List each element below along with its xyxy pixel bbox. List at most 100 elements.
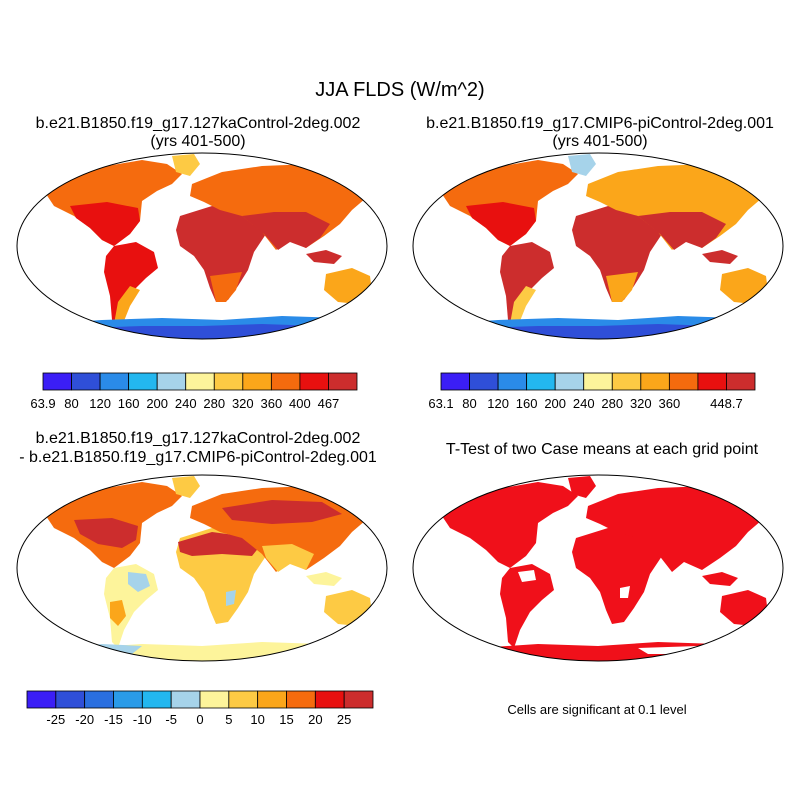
panel-3-sahara <box>178 532 260 556</box>
panel-1-colorbar-tick-label-1: 80 <box>64 396 78 411</box>
panel-3-colorbar-tick-label-3: -10 <box>133 712 152 727</box>
panel-2-colorbar-tick-label-6: 280 <box>601 396 623 411</box>
panel-2-colorbar-swatch-0 <box>440 372 470 391</box>
panel-2-colorbar-swatch-4 <box>554 372 585 391</box>
panel-2-colorbar-swatch-8 <box>668 372 699 391</box>
panel-3-south-america-blue <box>128 572 150 592</box>
panel-3: b.e21.B1850.f19_g17.127kaControl-2deg.00… <box>16 430 388 727</box>
panel-1-north-america-south <box>70 202 140 246</box>
panel-1-colorbar-swatch-5 <box>185 372 215 391</box>
panel-2-africa <box>572 206 662 302</box>
panel-1-colorbar-swatch-8 <box>270 372 301 391</box>
panel-2-colorbar-tick-label-2: 120 <box>487 396 509 411</box>
panel-3-colorbar-tick-label-6: 5 <box>225 712 232 727</box>
panel-1-colorbar-tick-label-6: 280 <box>203 396 225 411</box>
panel-4-insignificant-africa <box>620 586 630 598</box>
panel-3-colorbar-swatch-5 <box>170 690 201 709</box>
panel-3-central-asia <box>222 500 342 524</box>
panel-3-map <box>17 475 387 661</box>
panel-3-colorbar-tick-label-9: 20 <box>308 712 322 727</box>
panel-1-colorbar-tick-label-10: 467 <box>318 396 340 411</box>
panel-3-colorbar-tick-label-2: -15 <box>104 712 123 727</box>
panel-1-colorbar-tick-label-9: 400 <box>289 396 311 411</box>
panel-1-south-america-south <box>114 286 140 326</box>
panel-1-indonesia <box>306 250 342 264</box>
panel-2-colorbar-tick-label-7: 320 <box>630 396 652 411</box>
panel-3-indonesia <box>306 572 342 586</box>
panel-2-north-america-south <box>466 202 536 246</box>
panel-1-africa <box>176 206 266 302</box>
panel-2-colorbar-tick-label-1: 80 <box>462 396 476 411</box>
panel-3-globe-outline <box>16 474 388 662</box>
panel-2-colorbar-tick-label-4: 200 <box>544 396 566 411</box>
panel-2-colorbar-tick-label-8: 360 <box>659 396 681 411</box>
panel-1-colorbar-tick-label-2: 120 <box>89 396 111 411</box>
panel-2-colorbar-swatch-2 <box>497 372 528 391</box>
panel-4-eurasia <box>586 486 768 572</box>
panel-3-colorbar-tick-label-1: -20 <box>75 712 94 727</box>
panel-1-africa-south <box>210 272 242 302</box>
panel-3-greenland <box>172 476 200 498</box>
panel-1-colorbar-swatch-3 <box>128 372 158 391</box>
panel-4-footnote: Cells are significant at 0.1 level <box>507 702 686 717</box>
panel-1-colorbar-swatch-9 <box>299 372 329 391</box>
panel-1-colorbar-tick-label-8: 360 <box>261 396 283 411</box>
panel-4-north-america <box>438 482 578 568</box>
panel-1-map <box>17 153 387 339</box>
panel-3-colorbar-swatch-7 <box>228 690 259 709</box>
panel-2: b.e21.B1850.f19_g17.CMIP6-piControl-2deg… <box>412 115 784 411</box>
panel-4: T-Test of two Case means at each grid po… <box>412 441 784 717</box>
panel-1: b.e21.B1850.f19_g17.127kaControl-2deg.00… <box>16 115 388 411</box>
panel-1-colorbar-tick-label-7: 320 <box>232 396 254 411</box>
panel-3-colorbar-swatch-1 <box>55 690 86 709</box>
panel-2-africa-south <box>606 272 638 302</box>
panel-1-colorbar: 63.9 80 120 160 200 240 280 320 360 400 467 <box>30 372 358 411</box>
panel-2-globe-outline <box>412 152 784 340</box>
panel-2-colorbar: 63.1 80 120 160 200 240 280 320 360 448.7 <box>428 372 756 411</box>
panel-1-colorbar-swatch-7 <box>242 372 272 391</box>
panel-2-map <box>413 153 783 339</box>
panel-2-colorbar-tick-label-3: 160 <box>516 396 538 411</box>
panel-3-colorbar-tick-label-10: 25 <box>337 712 351 727</box>
panel-3-colorbar-swatch-3 <box>113 690 143 709</box>
panel-1-colorbar-tick-label-4: 200 <box>146 396 168 411</box>
panel-2-south-america-south <box>510 286 536 326</box>
panel-2-colorbar-swatch-1 <box>469 372 499 391</box>
panel-2-colorbar-tick-label-0: 63.1 <box>428 396 453 411</box>
panel-1-colorbar-swatch-10 <box>328 372 358 391</box>
panel-1-colorbar-tick-label-0: 63.9 <box>30 396 55 411</box>
panel-3-title-line-1: b.e21.B1850.f19_g17.127kaControl-2deg.00… <box>36 430 361 447</box>
panel-1-colorbar-tick-label-3: 160 <box>118 396 140 411</box>
panel-2-title-line-1: b.e21.B1850.f19_g17.CMIP6-piControl-2deg… <box>426 115 774 132</box>
panel-2-colorbar-swatch-7 <box>640 372 670 391</box>
panel-4-greenland <box>568 476 596 498</box>
panel-2-colorbar-tick-label-10: 448.7 <box>710 396 743 411</box>
panel-3-colorbar-swatch-11 <box>343 690 374 709</box>
panel-3-south-asia <box>262 544 314 572</box>
panel-2-title-line-2: (yrs 401-500) <box>552 133 647 150</box>
panel-1-title-line-1: b.e21.B1850.f19_g17.127kaControl-2deg.00… <box>36 115 361 132</box>
panel-3-africa-blue <box>226 590 236 606</box>
panel-2-colorbar-swatch-10 <box>726 372 756 391</box>
panel-1-south-asia <box>242 212 330 250</box>
panel-3-colorbar-tick-label-8: 15 <box>279 712 293 727</box>
panel-3-title-line-2: - b.e21.B1850.f19_g17.CMIP6-piControl-2d… <box>19 449 377 466</box>
panel-3-colorbar-tick-label-5: 0 <box>196 712 203 727</box>
panel-3-colorbar-swatch-2 <box>84 690 114 709</box>
panel-1-colorbar-tick-label-5: 240 <box>175 396 197 411</box>
panel-1-colorbar-swatch-2 <box>99 372 130 391</box>
panel-1-globe-outline <box>16 152 388 340</box>
panel-3-colorbar-tick-label-4: -5 <box>165 712 177 727</box>
figure-title: JJA FLDS (W/m^2) <box>315 79 484 101</box>
panel-2-colorbar-tick-label-5: 240 <box>573 396 595 411</box>
panel-2-greenland <box>568 154 596 176</box>
panel-4-map <box>413 475 783 661</box>
panel-1-greenland <box>172 154 200 176</box>
panel-3-colorbar-swatch-10 <box>314 690 345 709</box>
panel-4-indonesia <box>702 572 738 586</box>
panel-2-colorbar-swatch-9 <box>697 372 727 391</box>
panel-2-colorbar-swatch-6 <box>611 372 642 391</box>
panel-1-colorbar-swatch-1 <box>71 372 101 391</box>
panel-4-title: T-Test of two Case means at each grid po… <box>446 441 759 458</box>
